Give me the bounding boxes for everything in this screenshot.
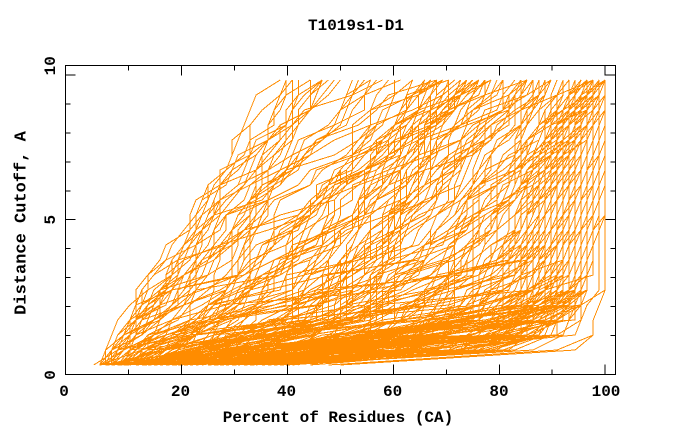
svg-text:5: 5 <box>42 215 60 225</box>
svg-text:0: 0 <box>59 383 69 401</box>
svg-text:80: 80 <box>489 383 508 401</box>
svg-text:Distance Cutoff, A: Distance Cutoff, A <box>13 130 32 314</box>
svg-text:10: 10 <box>42 56 60 75</box>
svg-text:40: 40 <box>277 383 296 401</box>
svg-text:100: 100 <box>592 383 621 401</box>
svg-text:Percent of Residues (CA): Percent of Residues (CA) <box>223 409 453 427</box>
svg-text:0: 0 <box>42 370 60 380</box>
svg-text:60: 60 <box>383 383 402 401</box>
svg-text:20: 20 <box>171 383 190 401</box>
svg-text:T1019s1-D1: T1019s1-D1 <box>308 17 404 35</box>
